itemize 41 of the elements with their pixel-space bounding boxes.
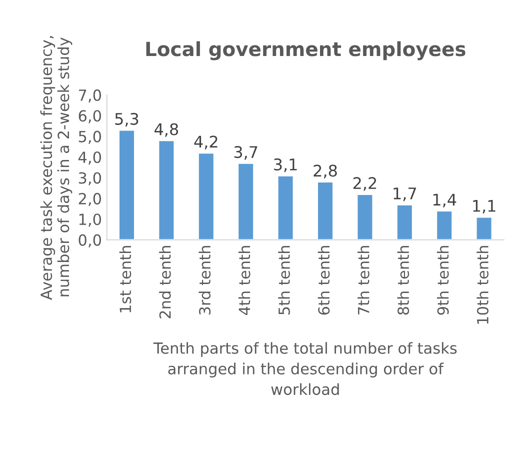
bar [316,181,334,240]
y-tick-label: 1,0 [79,214,102,227]
x-tick-label: 3rd tenth [198,246,211,315]
x-tick-label: 4th tenth [238,246,250,315]
x-axis-title: Tenth parts of the total number of tasks arranged in the descending order of workload [153,342,457,396]
bar [118,129,136,240]
bar [276,174,294,240]
bar [436,210,453,240]
y-tick-label: 2,0 [78,192,102,206]
data-label: 1,4 [433,194,456,208]
data-label: 3,7 [234,146,258,160]
bar [396,204,414,240]
x-tick-label: 10th tenth [476,246,488,324]
y-tick-label: 0,0 [78,234,102,248]
x-tick-label: 8th tenth [397,246,410,315]
y-tick-label: 6,0 [78,110,102,124]
data-label: 4,8 [154,123,178,137]
bar [198,152,215,240]
bar [356,194,374,240]
y-tick-label: 3,0 [78,172,102,186]
y-tick-label: 7,0 [78,89,102,102]
y-axis-title: Average task execution frequency, number of days in a 2-week study [40,36,72,300]
y-tick-label: 4,0 [78,151,102,165]
bar [475,216,493,240]
y-tick-label: 5,0 [78,130,102,144]
x-tick-label: 7th tenth [358,246,370,314]
data-label: 2,2 [353,177,376,191]
data-label: 3,1 [274,158,297,172]
data-label: 1,1 [473,200,496,214]
data-label: 1,7 [394,188,416,202]
data-label: 2,8 [314,164,337,178]
x-tick-label: 1st tenth [119,246,132,312]
data-label: 4,2 [194,136,218,150]
bar [237,162,254,240]
data-label: 5,3 [115,112,138,127]
x-tick-label: 9th tenth [436,246,449,315]
x-tick-label: 2nd tenth [159,246,171,318]
bar [158,140,176,240]
x-tick-label: 6th tenth [318,246,330,315]
chart-title: Local government employees [146,41,466,60]
x-tick-label: 5th tenth [278,246,290,315]
